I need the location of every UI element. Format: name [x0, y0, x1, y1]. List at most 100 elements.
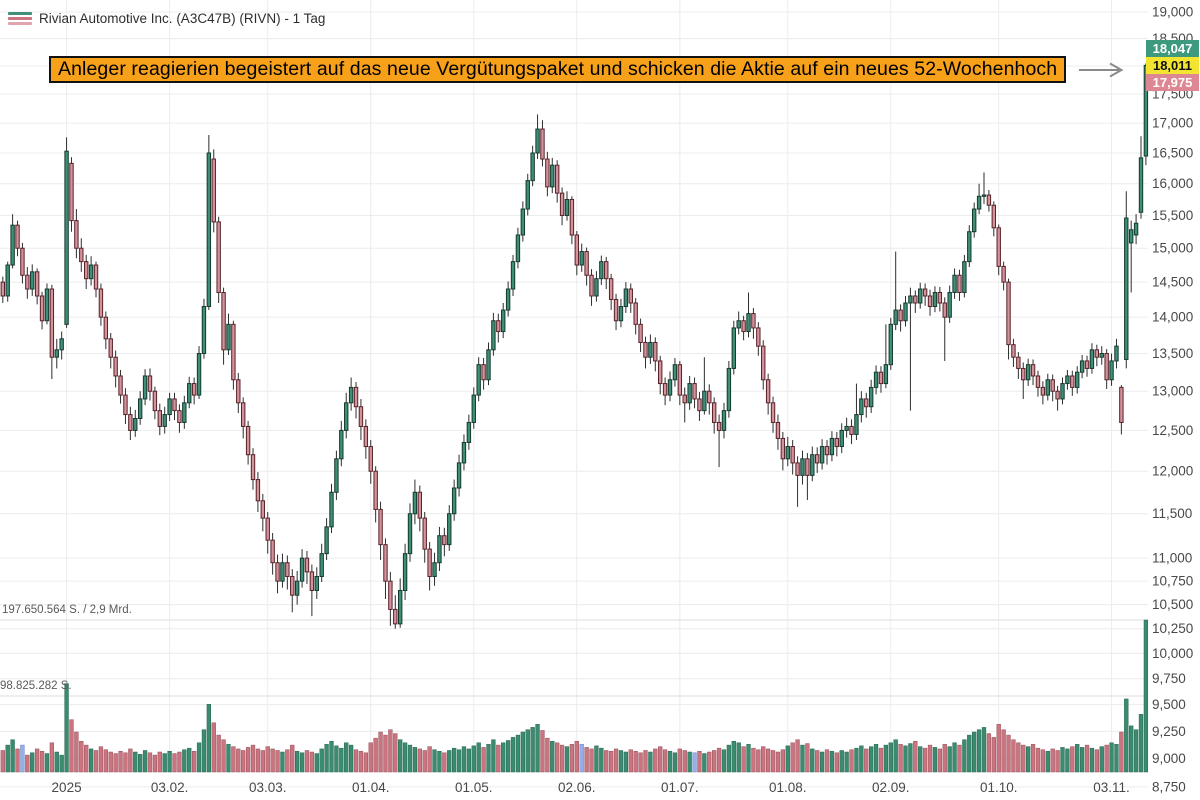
- volume-bar: [697, 750, 702, 773]
- volume-bar: [388, 729, 393, 773]
- candle: [1084, 360, 1090, 369]
- y-axis-tick-label: 14,000: [1152, 310, 1193, 325]
- volume-bar: [206, 704, 212, 773]
- volume-bar: [319, 748, 324, 773]
- volume-bar: [569, 744, 575, 773]
- volume-bar: [952, 742, 957, 773]
- candle: [447, 513, 452, 546]
- candle: [554, 164, 560, 194]
- candle: [206, 152, 212, 308]
- volume-bar: [491, 739, 496, 773]
- candle: [191, 383, 197, 396]
- volume-bar: [780, 749, 786, 773]
- y-axis-tick-label: 9,250: [1152, 724, 1186, 739]
- candle: [800, 458, 805, 476]
- candle: [736, 320, 741, 329]
- candle: [746, 313, 751, 333]
- candle: [147, 375, 153, 392]
- candle: [765, 379, 771, 404]
- volume-bar: [883, 744, 889, 773]
- candle: [893, 309, 898, 325]
- volume-bar: [844, 751, 849, 773]
- volume-bar: [991, 737, 996, 773]
- volume-bar: [790, 742, 795, 773]
- volume-bar: [893, 739, 898, 773]
- volume-bar: [49, 742, 55, 773]
- volume-bar: [216, 734, 221, 773]
- volume-bar: [344, 742, 349, 773]
- candle: [265, 517, 270, 541]
- volume-bar: [1016, 742, 1021, 773]
- volume-bar: [250, 744, 256, 773]
- candle: [0, 281, 5, 297]
- candle: [388, 580, 393, 610]
- candle: [162, 414, 167, 427]
- candle: [240, 402, 246, 427]
- candle: [952, 274, 957, 293]
- volume-bar: [550, 740, 555, 773]
- candle: [496, 320, 501, 333]
- candle: [711, 402, 717, 423]
- volume-bar: [658, 746, 663, 773]
- candle: [118, 375, 123, 396]
- volume-bar: [69, 719, 74, 773]
- volume-bar: [756, 749, 761, 773]
- volume-bar: [378, 731, 383, 773]
- candle: [569, 198, 575, 236]
- candle: [157, 410, 162, 427]
- volume-bar: [1143, 619, 1149, 773]
- candle: [177, 410, 182, 423]
- volume-bar: [972, 731, 977, 773]
- candle: [113, 356, 118, 377]
- candle: [1104, 353, 1109, 381]
- candle: [1030, 364, 1036, 377]
- candle: [608, 278, 614, 300]
- y-axis-tick-label: 15,500: [1152, 208, 1193, 223]
- volume-bar: [736, 742, 741, 773]
- volume-bar: [1026, 746, 1031, 773]
- candle: [79, 247, 84, 263]
- volume-bar: [177, 751, 182, 773]
- volume-bar: [1045, 750, 1050, 773]
- volume-bar: [304, 750, 310, 773]
- candle: [30, 271, 35, 290]
- candle: [88, 264, 94, 280]
- candle: [628, 288, 633, 304]
- volume-bar: [1138, 714, 1144, 773]
- volume-bar: [363, 752, 368, 773]
- volume-bar: [574, 740, 579, 773]
- volume-bar: [908, 743, 913, 773]
- candle: [1075, 371, 1080, 388]
- candle: [962, 261, 967, 293]
- volume-bar: [402, 742, 408, 773]
- candle: [864, 398, 869, 408]
- candle: [255, 479, 261, 502]
- volume-bar: [348, 744, 354, 773]
- candle: [1138, 157, 1144, 213]
- candle: [314, 576, 319, 591]
- candle: [721, 410, 727, 431]
- volume-bar: [922, 747, 928, 773]
- y-axis-tick-label: 16,000: [1152, 176, 1193, 191]
- candle: [348, 386, 354, 404]
- volume-bar: [800, 744, 805, 773]
- candle: [530, 152, 535, 182]
- candle: [167, 398, 172, 416]
- axis-labels: 19,00018,50018,00017,50017,00016,50016,0…: [52, 5, 1194, 796]
- candle: [1065, 375, 1070, 385]
- candle: [1001, 265, 1006, 283]
- candle: [59, 338, 64, 351]
- volume-bar: [481, 747, 486, 773]
- volume-bar: [172, 753, 177, 773]
- candle: [299, 557, 305, 582]
- candle: [344, 402, 349, 431]
- volume-bar: [334, 745, 339, 773]
- volume-bar: [819, 751, 825, 773]
- candle: [859, 398, 864, 416]
- volume-bar: [770, 750, 776, 773]
- candle: [918, 288, 923, 304]
- chart-title: Rivian Automotive Inc. (A3C47B) (RIVN) -…: [39, 11, 326, 26]
- candle: [1016, 356, 1021, 369]
- volume-bar: [1060, 747, 1065, 773]
